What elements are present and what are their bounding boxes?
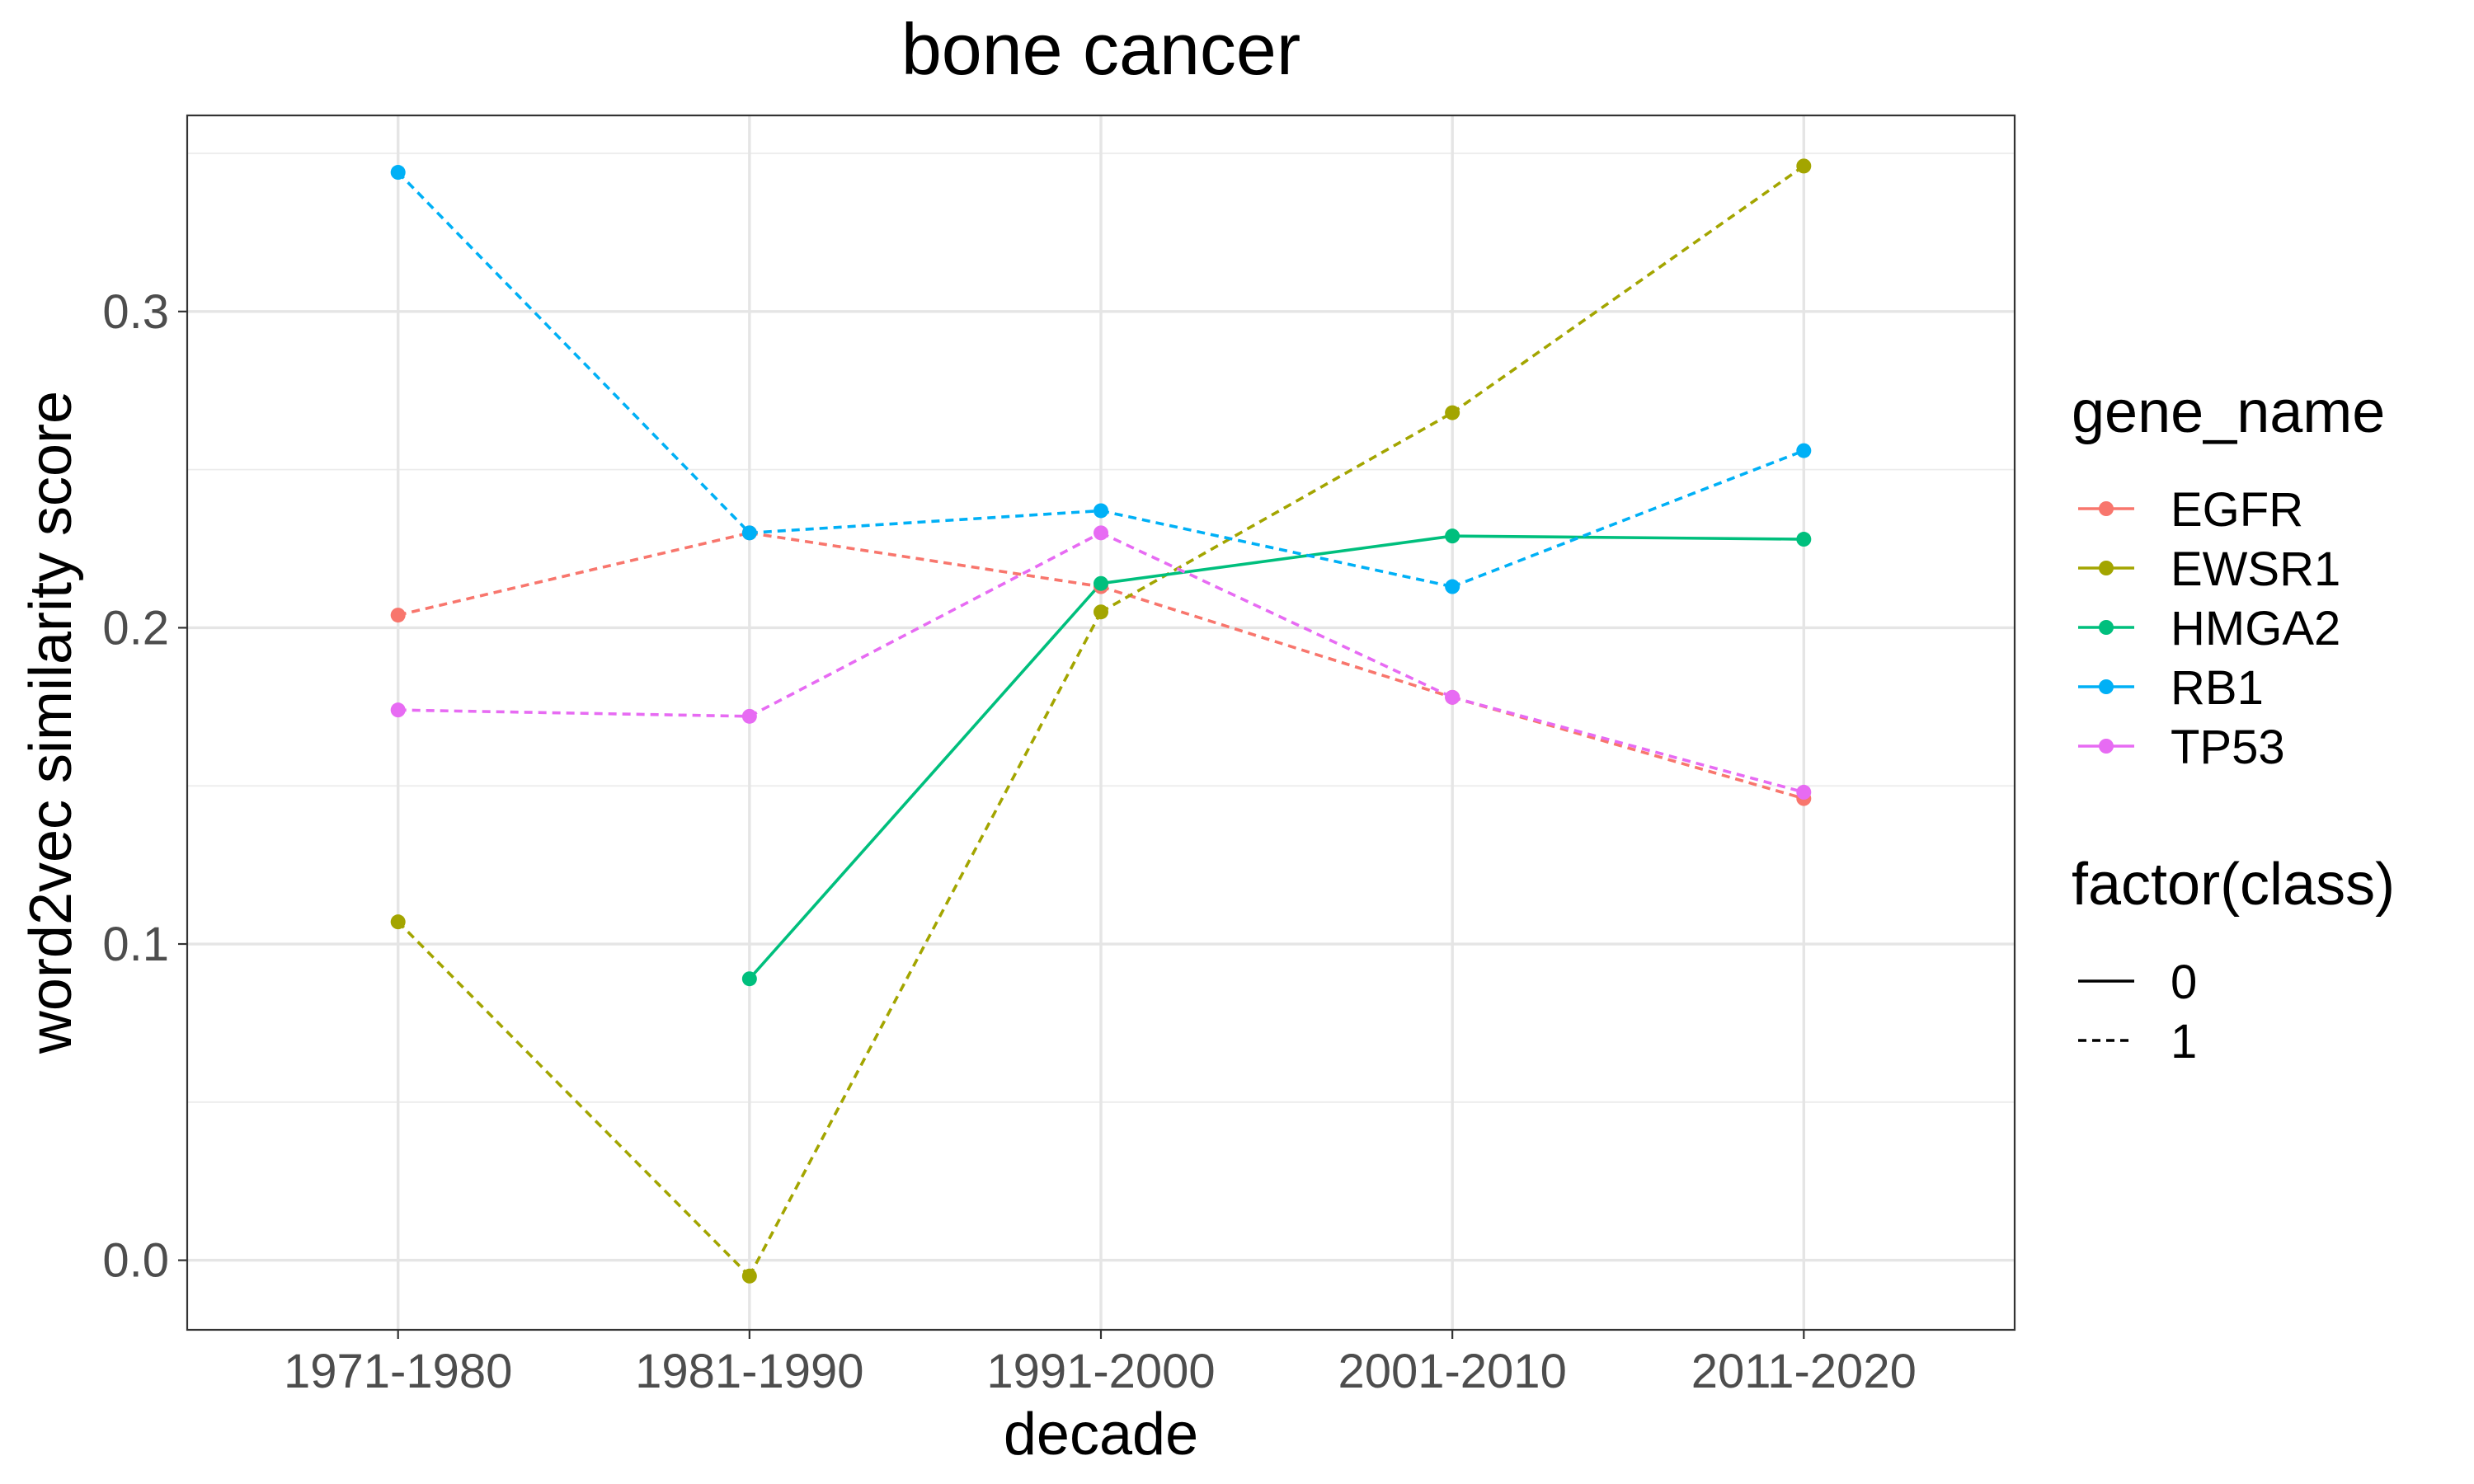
series-line-egfr: [749, 531, 1102, 589]
data-point-ewsr1: [741, 1268, 757, 1284]
data-point-tp53: [1094, 525, 1108, 541]
series-lines: [397, 164, 1805, 1278]
legend-key-point: [2099, 561, 2114, 575]
data-point-tp53: [741, 708, 757, 724]
series-line-tp53: [397, 708, 750, 718]
data-point-tp53: [1445, 689, 1460, 705]
series-line-egfr: [1100, 585, 1453, 699]
data-point-hmga2: [1796, 532, 1812, 547]
series-line-rb1: [749, 509, 1102, 535]
x-axis-title: decade: [1004, 1402, 1198, 1468]
legend-item-egfr: EGFR: [2078, 483, 2303, 537]
data-point-rb1: [390, 165, 406, 181]
legend-label: 0: [2171, 956, 2197, 1009]
plot-panel: [186, 114, 2016, 1331]
legend-color-title: gene_name: [2072, 379, 2385, 445]
series-line-tp53: [1451, 696, 1804, 794]
data-point-hmga2: [1445, 528, 1460, 544]
y-tick-label: 0.1: [102, 918, 169, 971]
y-tick-label: 0.2: [102, 601, 169, 655]
legend-label: RB1: [2171, 661, 2264, 715]
data-point-ewsr1: [1094, 604, 1108, 620]
data-point-rb1: [1796, 443, 1812, 458]
legend-key-point: [2099, 501, 2114, 516]
x-axis: 1971-1980 1981-1990 1991-2000 2001-2010 2011…: [284, 1330, 1917, 1398]
legend-linetype-entries: 01: [2078, 956, 2197, 1068]
y-tick-label: 0.0: [102, 1234, 169, 1288]
legend-key-point: [2099, 620, 2114, 635]
series-line-hmga2: [748, 582, 1103, 980]
legend-item-rb1: RB1: [2078, 661, 2264, 715]
legend-label: EGFR: [2171, 483, 2303, 537]
x-tick-label: 1981-1990: [635, 1345, 863, 1398]
data-point-ewsr1: [1445, 405, 1460, 420]
legend-linetype-item-0: 0: [2078, 956, 2197, 1009]
data-point-ewsr1: [390, 914, 406, 930]
series-line-rb1: [1451, 448, 1804, 589]
data-point-hmga2: [1094, 575, 1108, 591]
series-line-tp53: [749, 531, 1102, 718]
series-line-hmga2: [1100, 534, 1453, 585]
legend-linetype-item-1: 1: [2078, 1015, 2197, 1068]
data-point-rb1: [741, 525, 757, 541]
x-tick-label: 2011-2020: [1691, 1345, 1917, 1398]
y-tick-label: 0.3: [102, 285, 169, 339]
legend-label: TP53: [2171, 721, 2285, 774]
legend-item-ewsr1: EWSR1: [2078, 542, 2340, 596]
series-line-hmga2: [1452, 534, 1804, 541]
x-tick-label: 2001-2010: [1338, 1345, 1566, 1398]
legend-item-tp53: TP53: [2078, 721, 2285, 774]
series-line-ewsr1: [1451, 164, 1805, 415]
x-tick-label: 1991-2000: [986, 1345, 1215, 1398]
legend-key-point: [2099, 739, 2114, 754]
data-point-hmga2: [741, 971, 757, 987]
y-axis-title: word2vec similarity score: [18, 391, 84, 1054]
series-line-rb1: [1100, 509, 1453, 589]
legend-key-point: [2099, 679, 2114, 694]
series-points: [390, 158, 1812, 1284]
data-point-tp53: [390, 702, 406, 718]
data-point-tp53: [1796, 784, 1812, 800]
chart-title: bone cancer: [901, 8, 1300, 90]
legend-label: 1: [2171, 1015, 2197, 1068]
x-tick-label: 1971-1980: [284, 1345, 512, 1398]
legend-linetype-title: factor(class): [2072, 852, 2395, 918]
legend-item-hmga2: HMGA2: [2078, 602, 2340, 655]
y-axis: 0.0 0.1 0.2 0.3: [102, 285, 187, 1288]
series-line-egfr: [397, 531, 750, 617]
data-point-rb1: [1445, 579, 1460, 594]
series-line-tp53: [1100, 531, 1453, 699]
data-point-ewsr1: [1796, 158, 1812, 174]
series-line-ewsr1: [1100, 411, 1454, 613]
legend-label: HMGA2: [2171, 602, 2340, 655]
data-point-egfr: [390, 608, 406, 623]
data-point-rb1: [1094, 503, 1108, 519]
legend-label: EWSR1: [2171, 542, 2340, 596]
